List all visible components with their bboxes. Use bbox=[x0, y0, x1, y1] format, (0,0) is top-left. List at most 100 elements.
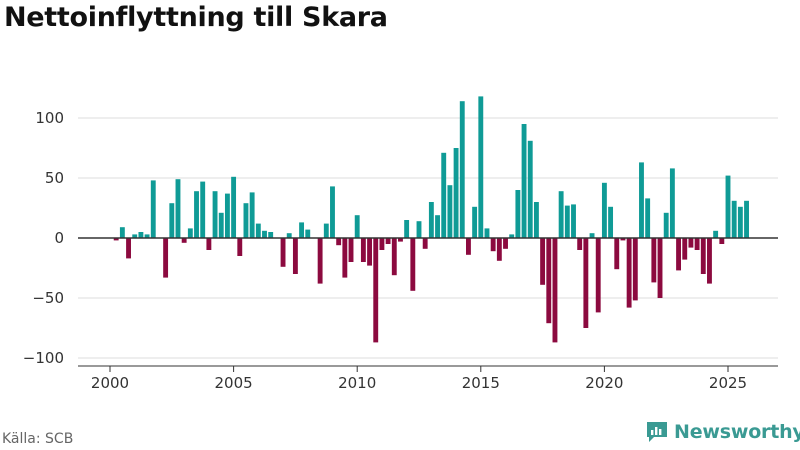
bar bbox=[663, 212, 669, 238]
bar bbox=[150, 180, 156, 238]
bar bbox=[620, 238, 626, 241]
bar bbox=[614, 238, 620, 270]
bar bbox=[521, 124, 527, 238]
bar bbox=[348, 238, 354, 262]
bar bbox=[132, 234, 138, 238]
bar bbox=[490, 238, 496, 252]
brand-logo[interactable]: Newsworthy bbox=[645, 420, 800, 444]
bar bbox=[255, 223, 261, 238]
bar bbox=[169, 203, 175, 238]
bar bbox=[694, 238, 700, 250]
bar bbox=[268, 232, 274, 238]
x-tick-label: 2000 bbox=[91, 374, 129, 392]
bar bbox=[416, 221, 422, 238]
bar bbox=[385, 238, 391, 244]
bar bbox=[571, 204, 576, 238]
bar bbox=[546, 238, 552, 324]
bar bbox=[583, 238, 589, 328]
bar bbox=[342, 238, 348, 278]
bar bbox=[243, 203, 249, 238]
bar bbox=[360, 238, 366, 262]
bar bbox=[503, 238, 508, 249]
bar bbox=[719, 238, 725, 244]
bar bbox=[138, 232, 144, 238]
bar bbox=[669, 168, 675, 238]
bar bbox=[459, 101, 465, 238]
bar bbox=[676, 238, 681, 271]
bar bbox=[367, 238, 372, 266]
bar bbox=[682, 238, 688, 260]
bar bbox=[484, 228, 490, 238]
bar bbox=[447, 185, 453, 238]
bar bbox=[175, 179, 181, 238]
bar bbox=[317, 238, 323, 284]
bar bbox=[212, 191, 218, 238]
bar bbox=[577, 238, 583, 250]
bar bbox=[737, 206, 743, 238]
bar bbox=[540, 238, 546, 285]
bar bbox=[725, 175, 731, 238]
bar bbox=[509, 234, 515, 238]
bar bbox=[441, 152, 447, 238]
bar bbox=[552, 238, 558, 343]
bar bbox=[119, 227, 125, 238]
bar bbox=[206, 238, 212, 250]
bar bbox=[305, 229, 311, 238]
bar bbox=[527, 140, 533, 238]
bar bbox=[472, 206, 478, 238]
bar bbox=[595, 238, 601, 313]
bar bbox=[558, 191, 564, 238]
bar bbox=[731, 200, 737, 238]
bar bbox=[639, 162, 644, 238]
bar bbox=[651, 238, 657, 283]
bar bbox=[700, 238, 706, 274]
bar bbox=[707, 238, 712, 284]
bar bbox=[113, 238, 119, 241]
bar bbox=[688, 238, 694, 248]
y-tick-label: 0 bbox=[54, 229, 64, 247]
bar bbox=[428, 202, 434, 238]
grid-lines bbox=[78, 117, 778, 359]
bar bbox=[435, 215, 440, 238]
bar bbox=[336, 238, 342, 246]
x-tick-label: 2015 bbox=[462, 374, 500, 392]
bars bbox=[113, 96, 749, 343]
bar bbox=[478, 96, 484, 239]
bar bbox=[144, 234, 150, 238]
bar bbox=[379, 238, 385, 250]
bar bbox=[292, 238, 298, 274]
bar bbox=[286, 233, 292, 238]
bar bbox=[713, 230, 719, 238]
bar bbox=[589, 233, 595, 238]
y-tick-label: 100 bbox=[35, 109, 64, 127]
bar bbox=[187, 228, 193, 238]
bar bbox=[163, 238, 169, 278]
newsworthy-logo-icon bbox=[647, 422, 667, 442]
bar bbox=[496, 238, 502, 261]
bar bbox=[533, 202, 539, 238]
y-tick-label: −50 bbox=[32, 289, 64, 307]
bar bbox=[404, 220, 410, 238]
bar bbox=[515, 190, 521, 238]
bar bbox=[657, 238, 663, 298]
bar bbox=[249, 192, 255, 238]
bar bbox=[398, 238, 403, 242]
bar bbox=[194, 191, 199, 238]
bar bbox=[237, 238, 243, 256]
bar bbox=[224, 193, 230, 238]
x-tick-label: 2010 bbox=[338, 374, 376, 392]
bar bbox=[330, 186, 335, 238]
bar bbox=[354, 215, 360, 238]
y-tick-label: 50 bbox=[45, 169, 64, 187]
bar bbox=[181, 238, 187, 243]
x-tick-label: 2025 bbox=[709, 374, 747, 392]
x-tick-label: 2005 bbox=[215, 374, 253, 392]
brand-name: Newsworthy bbox=[674, 421, 800, 443]
bar bbox=[231, 176, 237, 238]
bar bbox=[564, 205, 570, 238]
bar bbox=[280, 238, 286, 267]
bar bbox=[410, 238, 416, 291]
bar bbox=[744, 200, 749, 238]
bar bbox=[218, 212, 224, 238]
